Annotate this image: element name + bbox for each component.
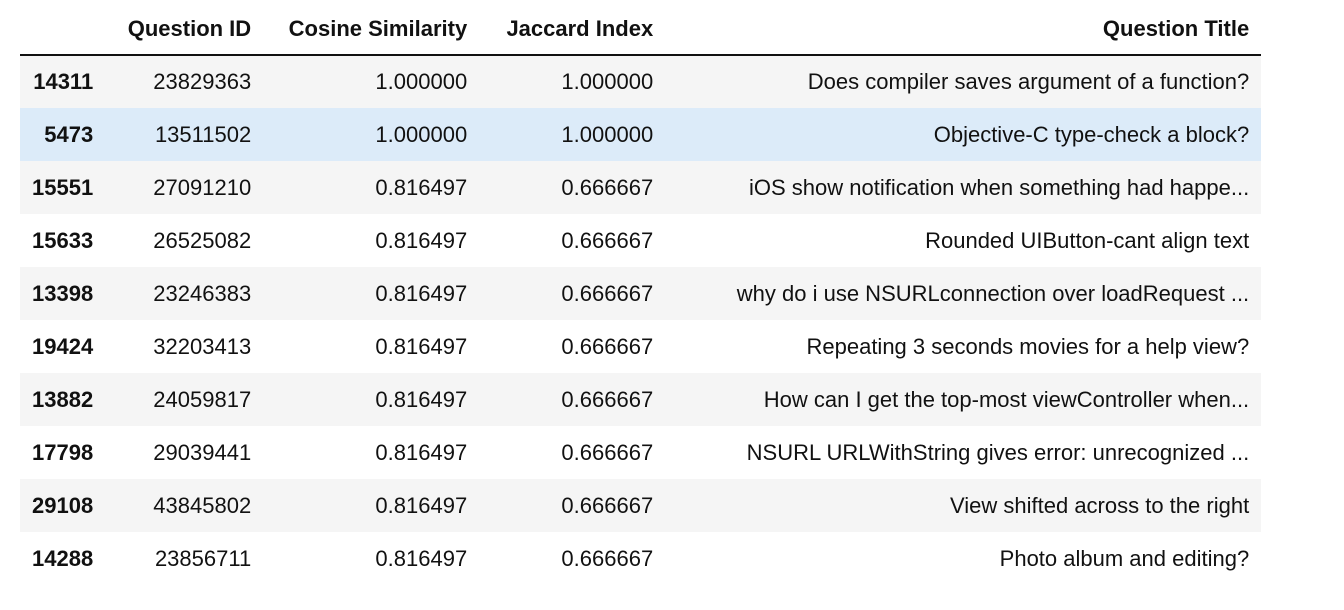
results-dataframe-table: Question ID Cosine Similarity Jaccard In… [20, 4, 1262, 585]
cosine-similarity-column-header: Cosine Similarity [263, 4, 480, 56]
row-index: 13398 [32, 280, 94, 306]
question-id-cell: 23246383 [153, 280, 252, 306]
row-index: 5473 [44, 121, 94, 147]
question-id-cell: 24059817 [153, 386, 252, 412]
question-title-cell: Repeating 3 seconds movies for a help vi… [806, 333, 1250, 359]
table-row-highlighted: 5473 13511502 1.000000 1.000000 Objectiv… [20, 108, 1262, 161]
table-row: 15551 27091210 0.816497 0.666667 iOS sho… [20, 161, 1262, 214]
cosine-similarity-cell: 0.816497 [375, 333, 468, 359]
row-index: 17798 [32, 439, 94, 465]
question-title-cell: Rounded UIButton-cant align text [925, 227, 1250, 253]
row-index: 14288 [32, 545, 94, 571]
cosine-similarity-cell: 0.816497 [375, 439, 468, 465]
question-title-cell: Objective-C type-check a block? [933, 121, 1250, 147]
question-title-cell: why do i use NSURLconnection over loadRe… [736, 280, 1250, 306]
table-row: 14311 23829363 1.000000 1.000000 Does co… [20, 55, 1262, 108]
row-index: 14311 [33, 69, 94, 94]
row-index: 15633 [32, 227, 94, 253]
table-row: 13882 24059817 0.816497 0.666667 How can… [20, 373, 1262, 426]
header-row: Question ID Cosine Similarity Jaccard In… [20, 4, 1262, 56]
table-row: 13398 23246383 0.816497 0.666667 why do … [20, 267, 1262, 320]
jaccard-index-cell: 0.666667 [561, 333, 654, 359]
jaccard-index-cell: 0.666667 [561, 439, 654, 465]
row-index: 29108 [32, 492, 94, 518]
jaccard-index-cell: 0.666667 [561, 386, 654, 412]
cosine-similarity-cell: 1.000000 [375, 121, 468, 147]
table-row: 14288 23856711 0.816497 0.666667 Photo a… [20, 532, 1262, 585]
question-id-cell: 32203413 [153, 333, 252, 359]
jaccard-index-cell: 0.666667 [561, 492, 654, 518]
table-row: 15633 26525082 0.816497 0.666667 Rounded… [20, 214, 1262, 267]
table-header: Question ID Cosine Similarity Jaccard In… [20, 4, 1262, 56]
index-column-header [20, 4, 106, 56]
question-id-column-header: Question ID [105, 4, 264, 56]
cosine-similarity-cell: 0.816497 [375, 545, 468, 571]
jaccard-index-cell: 0.666667 [561, 174, 654, 200]
question-id-cell: 27091210 [153, 174, 252, 200]
cosine-similarity-cell: 0.816497 [375, 280, 468, 306]
question-id-cell: 23829363 [153, 69, 252, 94]
jaccard-index-cell: 0.666667 [561, 280, 654, 306]
table-body: 14311 23829363 1.000000 1.000000 Does co… [20, 55, 1262, 585]
question-id-cell: 29039441 [153, 439, 252, 465]
row-index: 13882 [32, 386, 94, 412]
question-title-cell: NSURL URLWithString gives error: unrecog… [746, 439, 1250, 465]
question-id-cell: 23856711 [154, 545, 252, 571]
cosine-similarity-cell: 0.816497 [375, 492, 468, 518]
cosine-similarity-cell: 0.816497 [375, 386, 468, 412]
question-title-cell: Does compiler saves argument of a functi… [807, 69, 1250, 94]
jaccard-index-cell: 1.000000 [561, 69, 654, 94]
jaccard-index-cell: 0.666667 [561, 545, 654, 571]
question-title-cell: View shifted across to the right [949, 492, 1250, 518]
question-title-cell: How can I get the top-most viewControlle… [763, 386, 1250, 412]
cosine-similarity-cell: 0.816497 [375, 227, 468, 253]
cosine-similarity-cell: 1.000000 [375, 69, 468, 94]
question-id-cell: 26525082 [153, 227, 252, 253]
table-row: 19424 32203413 0.816497 0.666667 Repeati… [20, 320, 1262, 373]
question-id-cell: 43845802 [153, 492, 252, 518]
cosine-similarity-cell: 0.816497 [375, 174, 468, 200]
question-id-cell: 13511502 [154, 121, 252, 147]
jaccard-index-cell: 1.000000 [561, 121, 654, 147]
question-title-cell: Photo album and editing? [999, 545, 1250, 571]
row-index: 15551 [32, 174, 94, 200]
table-row: 29108 43845802 0.816497 0.666667 View sh… [20, 479, 1262, 532]
row-index: 19424 [32, 333, 94, 359]
question-title-cell: iOS show notification when something had… [748, 174, 1250, 200]
question-title-column-header: Question Title [665, 4, 1262, 56]
jaccard-index-cell: 0.666667 [561, 227, 654, 253]
jaccard-index-column-header: Jaccard Index [479, 4, 666, 56]
table-row: 17798 29039441 0.816497 0.666667 NSURL U… [20, 426, 1262, 479]
